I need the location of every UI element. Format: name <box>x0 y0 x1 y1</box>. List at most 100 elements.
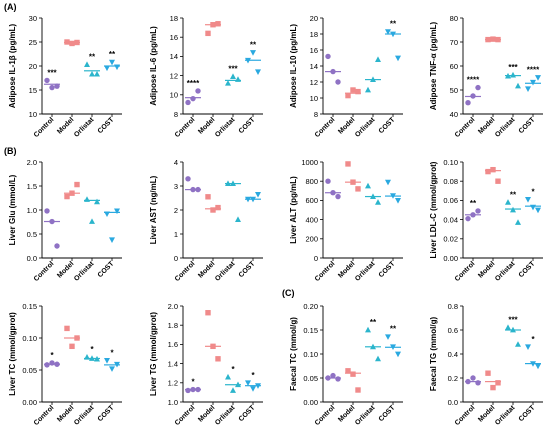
data-point <box>375 199 381 205</box>
x-tick-label-orlistat: Orlistat <box>73 116 96 139</box>
y-tick-label: 400 <box>305 215 318 224</box>
y-tick-label: 18 <box>310 30 318 39</box>
y-tick-label: 8 <box>174 110 178 119</box>
data-point <box>89 218 95 224</box>
y-tick-label: 16 <box>310 46 318 55</box>
y-tick-label: 1.2 <box>168 379 178 388</box>
data-point <box>365 182 371 189</box>
x-tick-label-orlistat: Orlistat <box>73 404 96 427</box>
data-point <box>475 380 481 386</box>
chart-adipose-il-1-pg-ml: 10 15 20 25 30 Adipose IL-1β (pg/mL) Control Mo… <box>8 14 122 139</box>
data-point <box>470 375 476 381</box>
x-tick-label-cost: COST <box>378 260 397 279</box>
data-point <box>335 193 341 200</box>
y-tick-label: 0.10 <box>303 350 318 359</box>
significance-label: **** <box>187 79 200 88</box>
data-point <box>250 386 256 392</box>
data-point <box>205 30 211 37</box>
y-tick-label: 1.4 <box>168 359 178 368</box>
y-tick-label: 0.06 <box>443 196 458 205</box>
x-tick-label-cost: COST <box>518 260 537 279</box>
x-tick-label-model: Model <box>56 404 75 423</box>
data-point <box>215 21 221 27</box>
significance-label: ** <box>510 190 517 199</box>
significance-label: * <box>231 365 235 374</box>
data-point <box>104 65 110 72</box>
data-point <box>525 86 531 92</box>
y-axis-label: Liver AST (ng/mL) <box>149 175 158 244</box>
x-tick-label-cost: COST <box>518 404 537 423</box>
data-point <box>525 344 531 350</box>
data-point <box>84 61 90 67</box>
data-point <box>465 100 471 106</box>
data-point <box>44 208 50 214</box>
y-tick-label: 1.0 <box>168 398 178 407</box>
y-tick-label: 2.0 <box>168 302 178 311</box>
y-tick-label: 15 <box>29 86 37 95</box>
y-tick-label: 12 <box>310 78 318 87</box>
significance-label: *** <box>508 63 518 72</box>
data-point <box>495 178 501 184</box>
x-tick-label-control: Control <box>454 404 477 427</box>
significance-label: * <box>251 371 255 380</box>
data-point <box>345 368 351 374</box>
data-point <box>505 199 511 205</box>
data-point <box>185 176 191 182</box>
y-tick-label: 0.2 <box>448 374 458 383</box>
data-point <box>395 351 401 358</box>
data-point <box>44 362 50 368</box>
y-tick-label: 1.0 <box>27 206 37 215</box>
data-point <box>104 358 110 364</box>
x-tick-label-control: Control <box>174 116 197 139</box>
x-tick-label-control: Control <box>314 116 337 139</box>
x-tick-label-cost: COST <box>97 116 116 135</box>
data-point <box>395 198 401 204</box>
y-tick-label: 16 <box>170 33 178 42</box>
data-point <box>69 343 75 350</box>
y-tick-label: 80 <box>450 14 458 23</box>
data-point <box>325 178 331 184</box>
data-point <box>365 86 371 93</box>
data-point <box>230 387 236 393</box>
y-tick-label: 10 <box>29 110 37 119</box>
data-point <box>235 216 241 222</box>
data-point <box>375 56 381 62</box>
x-tick-label-orlistat: Orlistat <box>214 260 237 283</box>
data-point <box>215 356 221 362</box>
data-point <box>490 384 496 391</box>
significance-label: *** <box>228 65 238 74</box>
y-tick-label: 0.4 <box>448 350 458 359</box>
y-tick-label: 8 <box>314 110 318 119</box>
data-point <box>515 219 521 225</box>
panel-label-c: (C) <box>282 288 295 298</box>
data-point <box>185 387 191 394</box>
data-point <box>385 29 391 35</box>
data-point <box>485 370 491 376</box>
data-point <box>350 87 356 93</box>
data-point <box>325 53 331 60</box>
x-tick-label-cost: COST <box>238 116 257 135</box>
chart-adipose-il-10-pg-ml: 8 10 12 14 16 18 20 Adipose IL-10 (pg/mL) Contro… <box>289 14 403 139</box>
data-point <box>94 70 100 77</box>
data-point <box>365 326 371 333</box>
y-tick-label: 0 <box>174 254 178 263</box>
y-axis-label: Adipose IL-1β (pg/mL) <box>8 23 17 108</box>
x-tick-label-orlistat: Orlistat <box>354 116 377 139</box>
chart-liver-ldl-c-mmol-gprot: 0.00 0.02 0.04 0.06 0.08 0.10 Liver LDL-C (mmo… <box>429 158 543 283</box>
x-tick-label-cost: COST <box>97 260 116 279</box>
data-point <box>330 372 336 379</box>
y-tick-label: 50 <box>450 86 458 95</box>
data-point <box>245 380 251 386</box>
significance-label: ** <box>390 325 397 334</box>
data-point <box>89 70 95 77</box>
x-tick-label-model: Model <box>56 116 75 135</box>
y-tick-label: 0.04 <box>443 215 458 224</box>
significance-label: ** <box>470 199 477 208</box>
data-point <box>64 325 70 332</box>
data-point <box>515 341 521 347</box>
data-point <box>505 324 511 330</box>
y-tick-label: 0.8 <box>448 302 458 311</box>
x-tick-label-control: Control <box>314 404 337 427</box>
data-point <box>355 186 361 192</box>
y-axis-label: Liver TG (mmol/gprot) <box>149 312 158 396</box>
